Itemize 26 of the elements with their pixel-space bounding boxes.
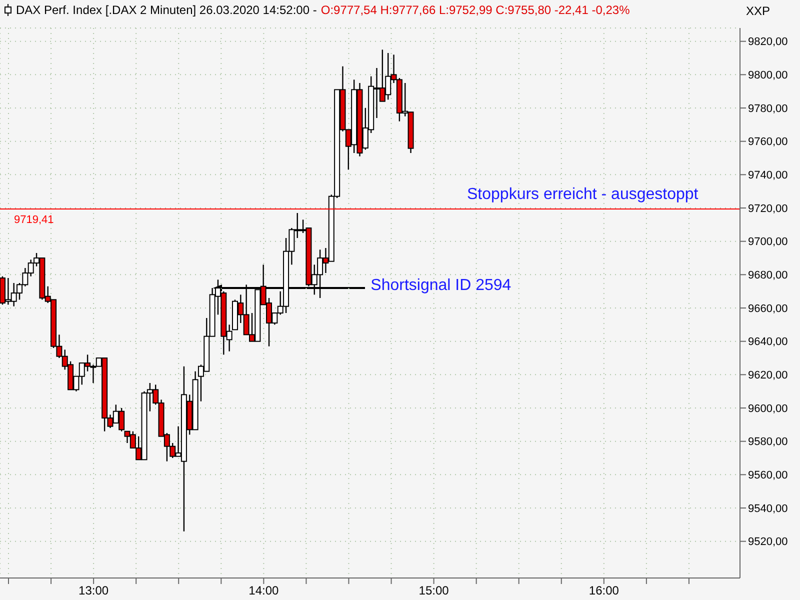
y-tick-label: 9680,00 — [748, 270, 788, 282]
y-tick-label: 9600,00 — [748, 402, 788, 415]
x-tick-label: 16:00 — [588, 584, 620, 598]
chart-title: DAX Perf. Index [.DAX 2 Minuten] 26.03.2020 14:52:00 - — [16, 3, 317, 17]
y-tick-label: 9640,00 — [748, 336, 788, 348]
chart-subtitle: O:9777,54 H:9777,66 L:9752,99 C:9755,80 -22,41 -0,23% — [320, 3, 630, 17]
text: XXP — [746, 4, 770, 18]
x-tick-label: 14:00 — [248, 584, 280, 598]
y-tick-label: 9580,00 — [748, 436, 788, 448]
y-tick-label: 9700,00 — [748, 236, 788, 248]
ref-line-label: 9719,41 — [14, 214, 54, 226]
y-tick-label: 9760,00 — [748, 136, 788, 148]
y-tick-label: 9560,00 — [748, 470, 788, 482]
annotation: Shortsignal ID 2594 — [370, 277, 512, 295]
annotation: Stoppkurs erreicht - ausgestoppt — [467, 186, 698, 204]
y-tick-label: 9820,00 — [748, 36, 788, 48]
y-tick-label: 9660,00 — [748, 302, 788, 315]
x-tick-label: 15:00 — [418, 584, 450, 598]
y-tick-label: 9540,00 — [748, 502, 788, 515]
y-tick-label: 9740,00 — [748, 170, 788, 182]
y-tick-label: 9620,00 — [748, 370, 788, 382]
y-tick-label: 9800,00 — [748, 70, 788, 82]
y-tick-label: 9720,00 — [748, 202, 788, 215]
y-tick-label: 9520,00 — [748, 536, 788, 548]
x-tick-label: 13:00 — [78, 584, 109, 598]
y-tick-label: 9780,00 — [748, 102, 788, 115]
